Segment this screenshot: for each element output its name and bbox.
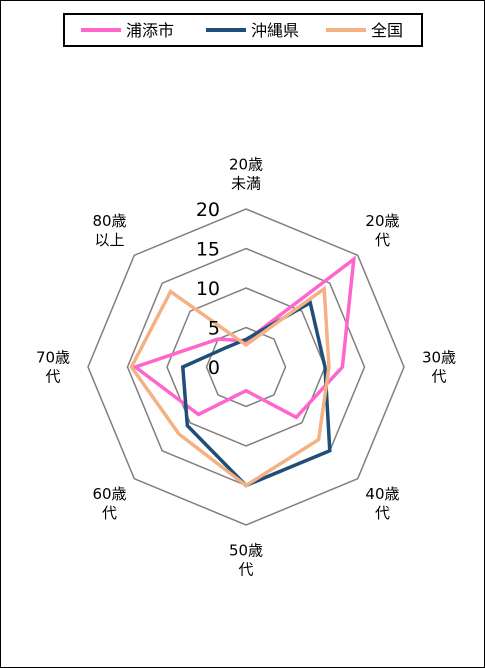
category-label-line: 80歳	[92, 212, 126, 230]
legend-item: 全国	[326, 21, 403, 40]
category-label-line: 代	[431, 368, 446, 386]
category-label-line: 70歳	[36, 349, 70, 367]
category-label-line: 30歳	[422, 349, 456, 367]
category-label-line: 20歳	[229, 156, 263, 174]
legend: 浦添市 沖縄県 全国	[63, 13, 423, 47]
radial-tick-label: 20	[196, 199, 220, 221]
category-label-line: 50歳	[229, 542, 263, 560]
series-line	[131, 255, 356, 420]
category-label-line: 以上	[95, 231, 125, 249]
category-label-line: 60歳	[92, 485, 126, 503]
category-label-line: 代	[375, 504, 390, 522]
legend-item: 浦添市	[81, 21, 174, 40]
category-label-line: 20歳	[365, 212, 399, 230]
series-line	[129, 285, 331, 488]
legend-label: 沖縄県	[251, 21, 299, 40]
grid-ring	[87, 208, 405, 526]
legend-label: 浦添市	[126, 21, 174, 40]
category-label-line: 未満	[231, 175, 261, 193]
radial-tick-label: 5	[208, 318, 220, 340]
radar-series	[129, 255, 356, 488]
radial-tick-label: 10	[196, 278, 220, 300]
legend-item: 沖縄県	[206, 21, 299, 40]
series-line	[180, 300, 332, 488]
grid-ring	[205, 326, 287, 408]
category-label-line: 代	[238, 561, 253, 579]
grid-ring	[166, 287, 326, 447]
radial-tick-label: 15	[196, 239, 220, 261]
category-label-line: 代	[102, 504, 117, 522]
radial-tick-label: 0	[208, 357, 220, 379]
radial-tick-labels: 0 5 10 15 20	[196, 199, 220, 379]
category-label-line: 代	[45, 368, 60, 386]
category-label-line: 代	[375, 231, 390, 249]
legend-label: 全国	[371, 21, 403, 40]
category-label-line: 40歳	[365, 485, 399, 503]
